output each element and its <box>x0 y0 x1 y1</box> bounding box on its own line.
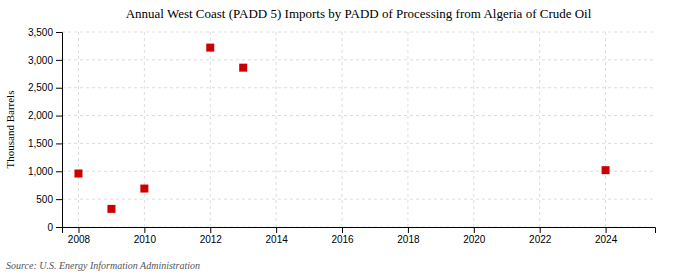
y-axis-tick-mark <box>56 116 62 117</box>
x-axis-tick: 2020 <box>463 227 486 245</box>
grid-line-x <box>144 32 145 227</box>
grid-line-y <box>62 87 655 88</box>
grid-line-y <box>62 32 655 33</box>
y-axis-tick-label: 3,000 <box>28 55 53 66</box>
y-axis-title: Thousand Barrels <box>4 91 16 169</box>
x-axis-tick: 2008 <box>68 227 91 245</box>
grid-line-x <box>539 32 540 227</box>
y-axis-tick: 0 <box>47 222 62 233</box>
y-axis-tick-mark <box>56 60 62 61</box>
x-axis-tick-mark <box>342 227 343 233</box>
grid-line-x <box>407 32 408 227</box>
point <box>107 205 115 213</box>
x-axis-tick-mark <box>474 227 475 233</box>
y-axis-tick-mark <box>56 171 62 172</box>
grid-line-y <box>62 143 655 144</box>
x-axis-tick-label: 2024 <box>595 234 618 245</box>
y-axis-tick-label: 0 <box>47 222 53 233</box>
y-axis-tick: 3,500 <box>28 27 62 38</box>
y-axis-tick-mark <box>56 32 62 33</box>
x-axis-tick: 2010 <box>134 227 157 245</box>
y-axis-tick: 3,000 <box>28 55 62 66</box>
y-axis-tick: 500 <box>36 194 62 205</box>
grid-line-x <box>342 32 343 227</box>
x-axis: 2008 2010 2012 2014 2016 2018 2020 2022 2024 <box>63 227 656 245</box>
point <box>140 185 148 193</box>
x-axis-tick-mark <box>276 227 277 233</box>
y-axis-tick-mark <box>56 88 62 89</box>
grid-line-x <box>276 32 277 227</box>
point <box>206 44 214 52</box>
x-axis-tick-mark <box>540 227 541 233</box>
y-axis-tick: 1,500 <box>28 138 62 149</box>
grid-line-x <box>78 32 79 227</box>
x-axis-tick-label: 2018 <box>397 234 420 245</box>
y-axis: 0 500 1,000 1,500 2,000 2,500 3,000 3,500 <box>28 27 63 233</box>
y-axis-tick-label: 2,000 <box>28 110 53 121</box>
grid-line-y <box>62 59 655 60</box>
x-axis-tick-label: 2008 <box>68 234 91 245</box>
x-axis-line <box>63 228 656 234</box>
x-axis-tick: 2014 <box>266 227 289 245</box>
y-axis-tick-mark <box>56 227 62 228</box>
x-axis-tick-label: 2010 <box>134 234 157 245</box>
x-axis-tick-mark <box>408 227 409 233</box>
grid-line-x <box>605 32 606 227</box>
x-axis-tick: 2016 <box>331 227 354 245</box>
grid-line-y <box>62 199 655 200</box>
point <box>602 166 610 174</box>
y-axis-tick-mark <box>56 143 62 144</box>
grid-line-x <box>210 32 211 227</box>
grid <box>62 32 655 227</box>
x-axis-tick-label: 2022 <box>529 234 552 245</box>
point <box>74 170 82 178</box>
y-axis-tick-label: 3,500 <box>28 27 53 38</box>
x-axis-tick-mark <box>78 227 79 233</box>
grid-line-y <box>62 115 655 116</box>
title: Annual West Coast (PADD 5) Imports by PA… <box>126 6 592 21</box>
y-axis-tick: 1,000 <box>28 166 62 177</box>
x-axis-tick-label: 2020 <box>463 234 486 245</box>
grid-line-y <box>62 171 655 172</box>
x-axis-tick-label: 2014 <box>266 234 289 245</box>
x-axis-tick: 2018 <box>397 227 420 245</box>
y-axis-tick: 2,000 <box>28 110 62 121</box>
x-axis-tick-mark <box>210 227 211 233</box>
point <box>239 64 247 72</box>
x-axis-tick: 2024 <box>595 227 618 245</box>
x-axis-tick-mark <box>606 227 607 233</box>
points <box>74 44 609 213</box>
grid-line-x <box>473 32 474 227</box>
y-axis-line <box>56 33 63 228</box>
x-axis-tick-label: 2016 <box>331 234 354 245</box>
plot-area: 2008 2010 2012 2014 2016 2018 2020 2022 2024 0 500… <box>28 27 656 245</box>
y-axis-tick-mark <box>56 199 62 200</box>
x-axis-tick: 2012 <box>200 227 223 245</box>
y-axis-tick-label: 500 <box>36 194 53 205</box>
x-axis-tick: 2022 <box>529 227 552 245</box>
y-axis-tick: 2,500 <box>28 82 62 93</box>
source-note: Source: U.S. Energy Information Administ… <box>6 260 200 271</box>
x-axis-tick-mark <box>144 227 145 233</box>
x-axis-tick-label: 2012 <box>200 234 223 245</box>
y-axis-tick-label: 1,000 <box>28 166 53 177</box>
chart: 2008 2010 2012 2014 2016 2018 2020 2022 2024 0 500… <box>0 0 675 275</box>
y-axis-tick-label: 1,500 <box>28 138 53 149</box>
y-axis-tick-label: 2,500 <box>28 82 53 93</box>
